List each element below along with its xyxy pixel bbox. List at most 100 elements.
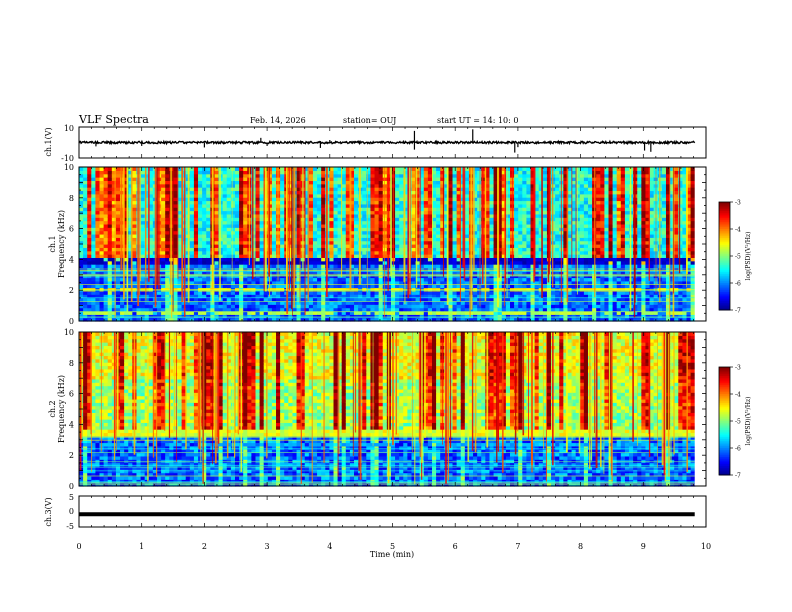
ch2-spectrogram-colorbar-cell xyxy=(719,422,730,426)
ch2-spectrogram-colorbar-cell xyxy=(719,421,730,424)
ch2-spectrogram-colorbar-cell xyxy=(719,376,730,379)
ch1-spectrogram-colorbar-cell xyxy=(719,205,730,208)
ch2-spectrogram-colorbar-cell xyxy=(719,455,730,458)
ch1-spectrogram-colorbar-cell xyxy=(719,207,730,210)
ch2-spectrogram-colorbar-cell xyxy=(719,430,730,433)
ch1-spectrogram-colorbar-cell xyxy=(719,290,730,293)
ch1-spectrogram-colorbar-cell xyxy=(719,292,730,295)
ch2-spectrogram-colorbar-tick: -7 xyxy=(735,473,741,480)
ch2-spectrogram-colorbar-cell xyxy=(719,451,730,454)
ch2-spectrogram-colorbar-cell xyxy=(719,374,730,377)
time-axis-tick-label: 7 xyxy=(515,542,520,551)
ch2-spectrogram-colorbar-cell xyxy=(719,394,730,397)
ch1-spectrogram-colorbar-tick: -5 xyxy=(735,254,741,261)
ch2-spectrogram-colorbar-cell xyxy=(719,403,730,406)
time-axis-tick-label: 4 xyxy=(327,542,332,551)
ch2-spectrogram-colorbar-cell xyxy=(719,457,730,460)
ch1-spectrogram-colorbar-cell xyxy=(719,239,730,243)
ch2-spectrogram-colorbar-label: log(PSD)(V²/Hz) xyxy=(745,397,752,446)
ch2-spectrogram-colorbar-cell xyxy=(719,466,730,469)
ch2-spectrogram-colorbar-cell xyxy=(719,368,730,372)
ch2-spectrogram-colorbar-cell xyxy=(719,406,730,409)
ch1-spectrogram-colorbar-cell xyxy=(719,218,730,221)
ch1-waveform-panel: 10 -10 ch.1(V) xyxy=(44,124,707,163)
ch1-spectrogram-colorbar-cell xyxy=(719,301,730,304)
ch1-ytick-bottom: -10 xyxy=(61,154,74,163)
ch1-spectrogram-colorbar-cell xyxy=(719,229,730,232)
ch2-colorbar: -3 -4 -5 -6 -7 log(PSD)(V²/Hz) xyxy=(718,365,752,480)
ch2-spectrogram-ytick-label: 2 xyxy=(69,451,74,460)
ch2-spectrogram-colorbar-cell xyxy=(719,458,730,462)
ch1-spectrogram-colorbar-cell xyxy=(719,252,730,255)
ch2-spectrogram-colorbar-cell xyxy=(719,469,730,472)
ch2-spectrogram-colorbar-tick: -6 xyxy=(735,446,741,453)
ch1-spectrogram-colorbar-cell xyxy=(719,277,730,280)
time-axis-tick-label: 6 xyxy=(453,542,458,551)
ch2-spectrogram-colorbar-cell xyxy=(719,440,730,444)
ch1-spectrogram-colorbar-cell xyxy=(719,261,730,264)
ch2-spectrogram-colorbar-cell xyxy=(719,395,730,399)
ch1-spectrogram-colorbar-cell xyxy=(719,243,730,246)
ch2-spectrogram-colorbar-cell xyxy=(719,449,730,453)
ch1-spectrogram-ylabel: Frequency (kHz) xyxy=(57,210,66,278)
ch3-ylabel: ch.3(V) xyxy=(44,497,53,526)
ch1-ytick-top: 10 xyxy=(64,124,74,133)
ch2-spectrogram-colorbar-cell xyxy=(719,467,730,471)
ch1-spectrogram-colorbar-tick: -7 xyxy=(735,308,741,315)
ch1-spectrogram-colorbar-cell xyxy=(719,216,730,219)
ch2-spectrogram-colorbar-cell xyxy=(719,453,730,456)
ch1-spectrogram-colorbar-cell xyxy=(719,225,730,228)
ch1-spectrogram-colorbar-cell xyxy=(719,230,730,234)
ch1-spectrogram-ytick-label: 8 xyxy=(69,194,74,203)
ch2-spectrogram-colorbar-cell xyxy=(719,413,730,417)
ch2-spectrogram-colorbar-cell xyxy=(719,471,730,474)
ch2-spectrogram-colorbar-cell xyxy=(719,385,730,388)
ch2-spectrogram-colorbar-cell xyxy=(719,412,730,415)
ch1-colorbar: -3 -4 -5 -6 -7 log(PSD)(V²/Hz) xyxy=(718,200,752,315)
ch1-spectrogram-colorbar-cell xyxy=(719,234,730,237)
ch2-spectrogram-ytick-label: 8 xyxy=(69,359,74,368)
ch1-waveform-spikes xyxy=(95,129,652,153)
ch1-spectrogram-colorbar-cell xyxy=(719,279,730,282)
ch2-spectrogram-colorbar-cell xyxy=(719,446,730,449)
ch2-spectrogram-colorbar-cell xyxy=(719,404,730,408)
ch2-spectrogram-colorbar-cell xyxy=(719,386,730,390)
ch2-spectrogram-colorbar-cell xyxy=(719,367,730,370)
ch1-spectrogram-colorbar-cell xyxy=(719,247,730,250)
ch1-spectrogram-colorbar-cell xyxy=(719,223,730,226)
ch2-spectrogram-colorbar-cell xyxy=(719,428,730,431)
ch1-ylabel: ch.1(V) xyxy=(44,127,53,156)
ch1-spectrogram-colorbar-cell xyxy=(719,263,730,266)
ch2-spectrogram-colorbar-cell xyxy=(719,431,730,435)
time-axis-tick-label: 0 xyxy=(76,542,81,551)
ch1-spectrogram-colorbar-cell xyxy=(719,274,730,277)
ch1-spectrogram-colorbar-cell xyxy=(719,275,730,279)
ch2-spectrogram-ylabel-channel: ch.2 xyxy=(48,400,57,417)
time-axis-tick-label: 9 xyxy=(641,542,646,551)
ch1-spectrogram-colorbar-cell xyxy=(719,272,730,275)
ch2-spectrogram-colorbar-cell xyxy=(719,401,730,404)
ch2-spectrogram-colorbar-cell xyxy=(719,372,730,375)
ch2-spectrogram-colorbar-cell xyxy=(719,448,730,451)
ch2-spectrogram-colorbar-tick: -5 xyxy=(735,419,741,426)
ch1-spectrogram-colorbar-cell xyxy=(719,238,730,241)
ch1-spectrogram-colorbar-cell xyxy=(719,221,730,225)
figure-title: VLF Spectra xyxy=(78,113,149,126)
ch1-spectrogram-colorbar-cell xyxy=(719,284,730,288)
date-label: Feb. 14, 2026 xyxy=(250,116,306,125)
ch1-spectrogram-colorbar-cell xyxy=(719,293,730,297)
ch2-spectrogram-ytick-label: 6 xyxy=(69,390,74,399)
ch2-spectrogram-colorbar-tick: -4 xyxy=(735,392,741,399)
time-axis-tick-labels: 0 1 2 3 4 5 6 7 8 9 10 xyxy=(76,542,711,551)
ch1-spectrogram-colorbar-cell xyxy=(719,248,730,252)
ch1-spectrogram-panel: 0 2 4 6 8 10 ch.1 Frequency (kHz) xyxy=(48,163,707,326)
ch1-spectrogram-colorbar-tick: -3 xyxy=(735,200,741,207)
ch3-waveform-panel: 5 0 -5 ch.3(V) xyxy=(44,493,707,531)
ch2-spectrogram-colorbar-cell xyxy=(719,444,730,447)
ch1-spectrogram-colorbar-cell xyxy=(719,308,730,311)
ch1-spectrogram-colorbar-cell xyxy=(719,283,730,286)
ch2-spectrogram-colorbar-cell xyxy=(719,426,730,429)
ch2-spectrogram-colorbar-cell xyxy=(719,442,730,445)
start-time-label: start UT = 14: 10: 0 xyxy=(437,116,518,125)
ch1-spectrogram-colorbar-cell xyxy=(719,306,730,309)
